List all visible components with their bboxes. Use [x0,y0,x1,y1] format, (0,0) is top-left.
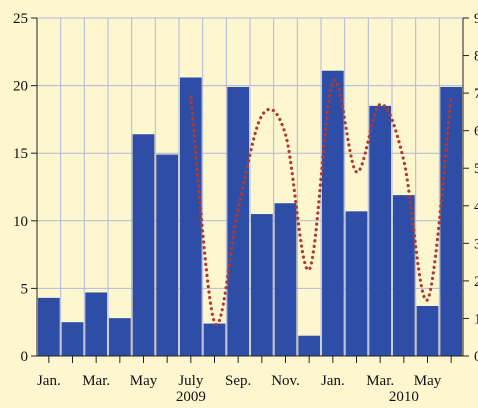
bar [321,70,344,356]
y2-tick-label: 1 [474,311,478,327]
x-tick-label: Sep. [225,373,251,389]
y2-tick-label: 5 [474,161,478,177]
year-label: 2009 [176,389,206,405]
y2-tick-label: 9 [474,11,478,27]
gridlines [36,17,464,357]
dotted-series-line [189,78,453,327]
bar [37,297,60,356]
y2-tick-label: 2 [474,274,478,290]
axes [31,17,469,363]
y-tick-label: 5 [21,281,29,297]
bar [369,105,392,356]
bar [85,292,108,356]
x-tick-label: July [178,373,204,389]
bar [203,323,226,356]
y2-tick-label: 6 [474,124,478,140]
y-tick-label: 25 [13,11,28,27]
tick-labels: 0 5 10 15 20 25 0 1 2 3 4 5 6 7 8 9 Jan. Mar. May July Sep. N… [13,11,478,405]
y-tick-label: 15 [13,146,28,162]
bar [227,86,250,357]
y2-tick-label: 3 [474,236,478,252]
y2-tick-label: 8 [474,49,478,65]
y-tick-label: 0 [21,349,29,365]
bar [108,318,131,356]
x-tick-label: May [414,373,442,389]
y2-tick-label: 7 [474,86,478,102]
dotted-line-series [189,78,453,327]
bar [345,211,368,356]
bar [392,195,415,356]
x-tick-label: Mar. [82,373,110,389]
x-tick-label: Mar. [366,373,394,389]
y-tick-label: 10 [13,214,28,230]
year-label: 2010 [389,389,419,405]
x-tick-label: May [130,373,158,389]
x-tick-label: Nov. [271,373,300,389]
bar [61,322,84,356]
x-tick-label: Jan. [321,373,345,389]
bar [132,134,155,356]
x-tick-label: Jan. [37,373,61,389]
bar [274,203,297,356]
bar [440,86,463,357]
bar [156,154,179,356]
bar [179,77,202,356]
y-tick-label: 20 [13,79,28,95]
bar [250,214,273,356]
bar [416,305,439,356]
bar [298,335,321,356]
y2-tick-label: 4 [474,199,478,215]
y2-tick-label: 0 [474,349,478,365]
